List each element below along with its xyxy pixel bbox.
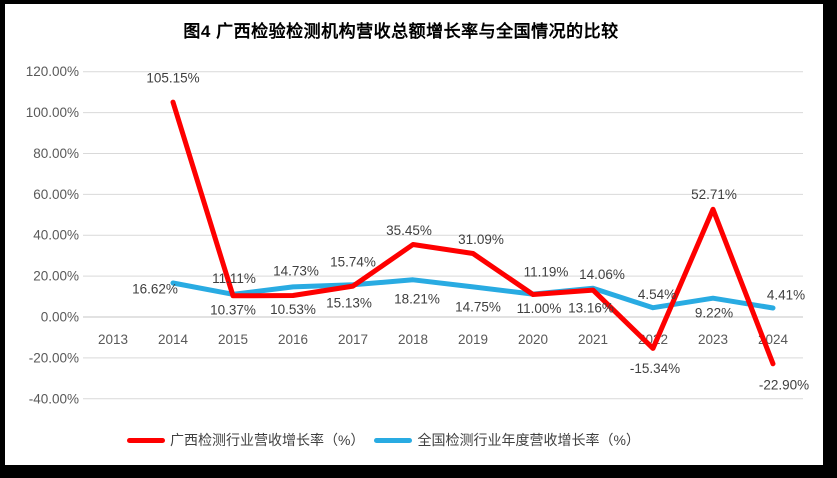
y-axis-tick-label: 60.00%	[33, 187, 79, 202]
chart-canvas	[5, 4, 823, 465]
national-data-label: 4.54%	[638, 287, 676, 302]
guangxi-data-label: 31.09%	[458, 232, 504, 247]
x-axis-tick-label: 2021	[578, 332, 608, 347]
guangxi-data-label: -22.90%	[759, 377, 809, 392]
legend-item-national: 全国检测行业年度营收增长率（%）	[374, 430, 640, 450]
national-data-label: 14.06%	[579, 267, 625, 282]
y-axis-tick-label: 0.00%	[41, 310, 79, 325]
guangxi-data-label: 11.00%	[517, 301, 562, 316]
x-axis-tick-label: 2019	[458, 332, 488, 347]
blue-line-swatch-icon	[374, 437, 413, 443]
chart-title: 图4 广西检验检测机构营收总额增长率与全国情况的比较	[183, 22, 619, 41]
x-axis-tick-label: 2020	[518, 332, 548, 347]
legend-label-guangxi: 广西检测行业营收增长率（%）	[170, 432, 365, 448]
guangxi-data-label: 15.13%	[326, 296, 372, 311]
y-axis-tick-label: 20.00%	[33, 269, 79, 284]
x-axis-tick-label: 2015	[218, 332, 248, 347]
x-axis-tick-label: 2023	[698, 332, 728, 347]
y-axis-tick-label: -20.00%	[29, 350, 79, 365]
guangxi-data-label: 10.37%	[210, 302, 256, 317]
legend-label-national: 全国检测行业年度营收增长率（%）	[417, 432, 640, 448]
national-data-label: 14.75%	[455, 299, 501, 314]
x-axis-tick-label: 2018	[398, 332, 428, 347]
y-axis-tick-label: 40.00%	[33, 228, 79, 243]
guangxi-data-label: 35.45%	[386, 223, 432, 238]
national-data-label: 4.41%	[767, 287, 805, 302]
legend-item-guangxi: 广西检测行业营收增长率（%）	[127, 430, 364, 450]
x-axis-tick-label: 2016	[278, 332, 308, 347]
y-axis-tick-label: 100.00%	[26, 105, 79, 120]
y-axis-tick-label: 80.00%	[33, 146, 79, 161]
national-data-label: 15.74%	[330, 254, 376, 269]
y-axis-tick-label: 120.00%	[26, 64, 79, 79]
chart-legend: 广西检测行业营收增长率（%） 全国检测行业年度营收增长率（%）	[127, 431, 640, 449]
x-axis-tick-label: 2017	[338, 332, 368, 347]
guangxi-series-line	[170, 99, 776, 367]
national-data-label: 18.21%	[394, 291, 440, 306]
x-axis-tick-label: 2013	[98, 332, 128, 347]
national-data-label: 14.73%	[273, 263, 319, 278]
red-line-swatch-icon	[127, 437, 165, 443]
national-data-label: 16.62%	[132, 282, 178, 297]
national-data-label: 11.19%	[524, 265, 569, 280]
guangxi-data-label: 13.16%	[568, 301, 614, 316]
guangxi-data-label: -15.34%	[630, 361, 680, 376]
guangxi-data-label: 105.15%	[146, 71, 199, 86]
guangxi-data-label: 52.71%	[691, 187, 737, 202]
guangxi-data-label: 10.53%	[270, 302, 316, 317]
national-data-label: 11.11%	[212, 271, 256, 286]
x-axis-tick-label: 2014	[158, 332, 189, 347]
y-axis-tick-label: -40.00%	[29, 391, 79, 406]
national-data-label: 9.22%	[695, 306, 733, 321]
